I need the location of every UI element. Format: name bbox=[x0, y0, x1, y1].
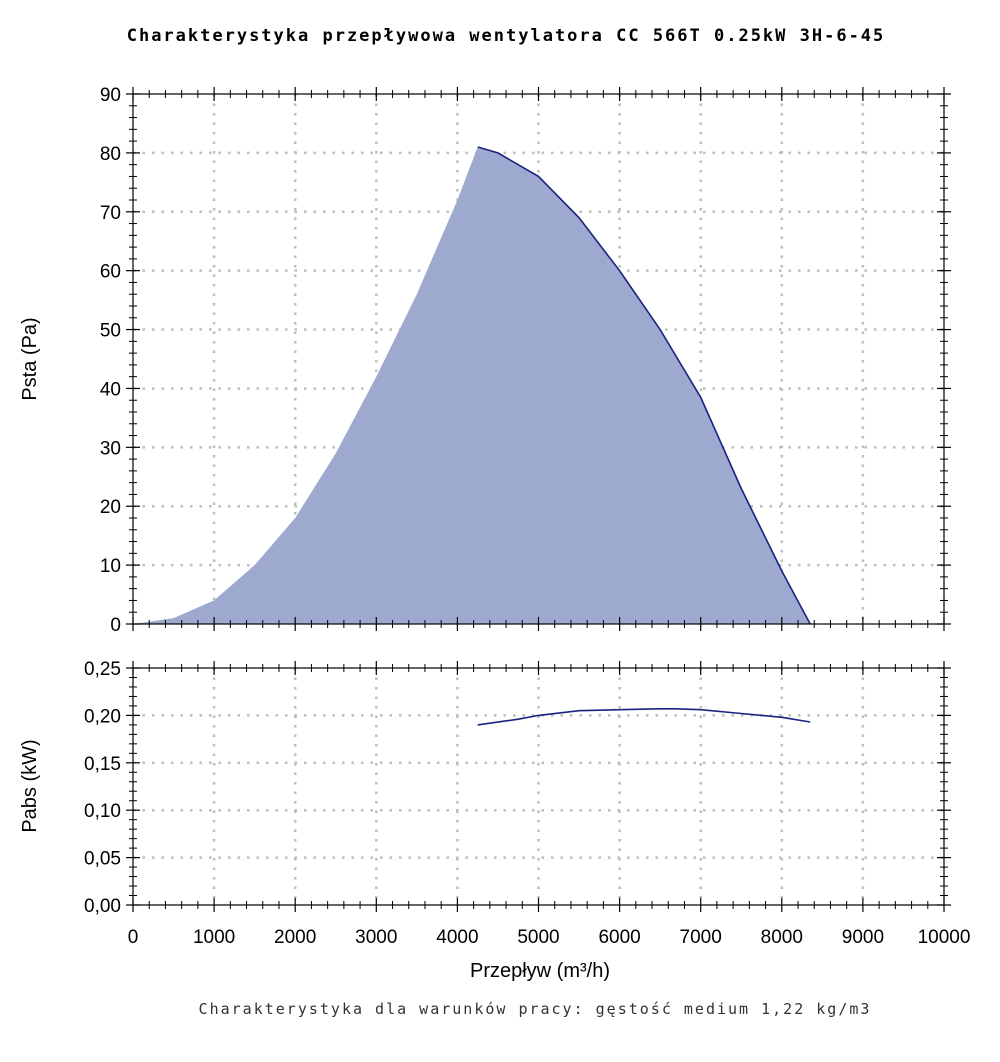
y-tick-label: 0,15 bbox=[84, 754, 121, 775]
pressure-curve bbox=[477, 146, 811, 625]
y-tick-label: 10 bbox=[100, 556, 121, 577]
x-tick-label: 5000 bbox=[517, 927, 559, 948]
y-tick-label: 0 bbox=[110, 615, 121, 636]
conditions-footnote: Charakterystyka dla warunków pracy: gęst… bbox=[198, 1000, 872, 1018]
y-tick-label: 0,20 bbox=[84, 706, 121, 727]
operating-area-fill bbox=[133, 147, 811, 624]
y-tick-label: 40 bbox=[100, 379, 121, 400]
y-tick-label: 0,00 bbox=[84, 896, 121, 917]
y-tick-label: 50 bbox=[100, 321, 121, 342]
y-tick-label: 0,05 bbox=[84, 849, 121, 870]
x-tick-label: 0 bbox=[128, 927, 139, 948]
x-tick-label: 1000 bbox=[193, 927, 235, 948]
y-tick-label: 0,25 bbox=[84, 659, 121, 680]
x-tick-label: 8000 bbox=[761, 927, 803, 948]
y-tick-label: 90 bbox=[100, 85, 121, 106]
x-tick-label: 6000 bbox=[598, 927, 640, 948]
y-tick-label: 20 bbox=[100, 497, 121, 518]
x-tick-label: 9000 bbox=[842, 927, 884, 948]
x-tick-label: 2000 bbox=[274, 927, 316, 948]
pressure-panel: 0 10 20 30 40 50 60 70 80 90 Psta (Pa) bbox=[19, 85, 951, 636]
y-tick-label: 80 bbox=[100, 144, 121, 165]
y-tick-label: 30 bbox=[100, 438, 121, 459]
x-tick-label: 4000 bbox=[436, 927, 478, 948]
power-y-axis-label: Pabs (kW) bbox=[19, 739, 41, 832]
x-tick-label: 7000 bbox=[680, 927, 722, 948]
x-axis-label: Przepływ (m³/h) bbox=[470, 960, 610, 982]
pressure-y-axis-label: Psta (Pa) bbox=[19, 317, 41, 400]
chart-title: Charakterystyka przepływowa wentylatora … bbox=[126, 26, 886, 46]
y-tick-label: 0,10 bbox=[84, 801, 121, 822]
y-tick-label: 70 bbox=[100, 203, 121, 224]
power-panel: 0,00 0,05 0,10 0,15 0,20 0,25 0 1000 2000 3000 400… bbox=[19, 659, 970, 948]
x-tick-label: 3000 bbox=[355, 927, 397, 948]
x-tick-label: 10000 bbox=[918, 927, 971, 948]
power-curve bbox=[477, 708, 811, 726]
y-tick-label: 60 bbox=[100, 262, 121, 283]
